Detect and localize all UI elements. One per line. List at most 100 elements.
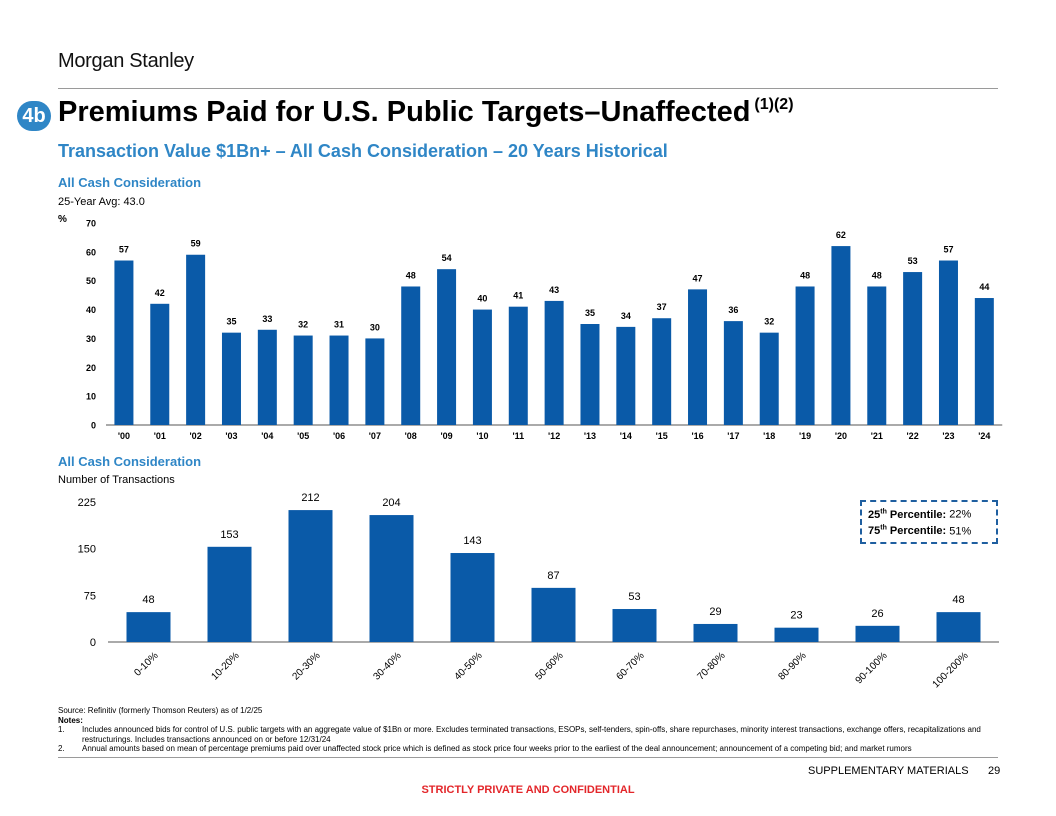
page-title-text: Premiums Paid for U.S. Public Targets–Un…	[58, 96, 751, 128]
footnote-1: 1. Includes announced bids for control of…	[58, 725, 981, 744]
x-tick-label: '05	[297, 431, 309, 441]
x-tick-label: '14	[620, 431, 632, 441]
bar	[257, 329, 277, 425]
y-tick-label: 10	[86, 392, 96, 402]
annual-premium-chart: 0 10 20 30 40 50 60 70 57 '00 42 '01 59 '02 35 '03 33 '04…	[86, 219, 1003, 441]
x-tick-label: 40-50%	[452, 650, 484, 682]
x-tick-label: '10	[476, 431, 488, 441]
data-label: 44	[979, 282, 989, 292]
x-tick-label: 100-200%	[931, 650, 971, 690]
bar	[544, 300, 564, 425]
x-tick-label: '09	[440, 431, 452, 441]
data-label: 36	[728, 305, 738, 315]
bar	[774, 627, 819, 642]
x-tick-label: '21	[871, 431, 883, 441]
data-label: 23	[790, 610, 802, 622]
x-tick-label: 0-10%	[132, 650, 160, 678]
bar	[401, 286, 421, 425]
bar	[855, 625, 900, 642]
bar	[759, 332, 779, 425]
x-tick-label: '17	[727, 431, 739, 441]
y-tick-label: 0	[91, 421, 96, 431]
x-tick-label: 80-90%	[776, 650, 808, 682]
data-label: 42	[155, 288, 165, 298]
x-tick-label: '01	[154, 431, 166, 441]
data-label: 48	[800, 270, 810, 280]
x-tick-label: '20	[835, 431, 847, 441]
data-label: 143	[463, 535, 481, 547]
bar	[186, 254, 206, 425]
y-tick-label: 50	[86, 276, 96, 286]
bar	[938, 260, 958, 425]
x-tick-label: '13	[584, 431, 596, 441]
top-chart-unit: %	[58, 214, 67, 225]
x-tick-label: '16	[691, 431, 703, 441]
brand-logo: Morgan Stanley	[58, 50, 194, 72]
x-tick-label: 90-100%	[854, 650, 890, 686]
y-tick-label: 150	[78, 544, 96, 556]
bar	[150, 303, 170, 425]
data-label: 35	[585, 308, 595, 318]
data-label: 48	[142, 594, 154, 606]
x-tick-label: '15	[656, 431, 668, 441]
bar	[616, 326, 636, 425]
data-label: 35	[226, 317, 236, 327]
bar	[612, 609, 657, 642]
bar	[114, 260, 134, 425]
bar	[693, 623, 738, 642]
bar	[508, 306, 528, 425]
x-tick-label: 20-30%	[290, 650, 322, 682]
data-label: 47	[693, 273, 703, 283]
data-label: 34	[621, 311, 631, 321]
premium-distribution-chart: 0 75 150 225 48 0-10% 153 10-20% 212 20-30% 204 30-…	[78, 492, 999, 690]
x-tick-label: '18	[763, 431, 775, 441]
section-badge: 4b	[17, 101, 51, 131]
x-tick-label: '19	[799, 431, 811, 441]
x-tick-label: '23	[942, 431, 954, 441]
header-divider	[58, 88, 998, 89]
page-number: 29	[988, 765, 1001, 777]
x-tick-label: '24	[978, 431, 990, 441]
bar	[531, 587, 576, 642]
footer-divider	[58, 757, 998, 758]
data-label: 57	[943, 245, 953, 255]
bar	[472, 309, 492, 425]
y-tick-label: 40	[86, 305, 96, 315]
data-label: 31	[334, 320, 344, 330]
x-tick-label: '06	[333, 431, 345, 441]
data-label: 48	[872, 270, 882, 280]
x-tick-label: '11	[512, 431, 524, 441]
bottom-chart-label: All Cash Consideration	[58, 454, 202, 469]
percentile-75: 75th Percentile: 51%	[868, 524, 972, 538]
x-tick-label: '03	[225, 431, 237, 441]
bar	[293, 335, 313, 425]
x-tick-label: '02	[190, 431, 202, 441]
data-label: 53	[908, 256, 918, 266]
percentile-25: 25th Percentile: 22%	[868, 508, 972, 521]
x-tick-label: '07	[369, 431, 381, 441]
bar	[369, 515, 414, 642]
bar	[795, 286, 815, 425]
y-tick-label: 70	[86, 219, 96, 229]
data-label: 59	[191, 239, 201, 249]
bar	[329, 335, 349, 425]
bar	[207, 546, 252, 642]
y-tick-label: 75	[84, 590, 96, 602]
notes-heading: Notes:	[58, 715, 83, 725]
bar	[437, 269, 457, 425]
bar	[365, 338, 385, 425]
bar	[688, 289, 708, 425]
page-title: Premiums Paid for U.S. Public Targets–Un…	[58, 96, 794, 129]
bar	[221, 332, 241, 425]
source-note: Source: Refinitiv (formerly Thomson Reut…	[58, 706, 263, 715]
bar	[126, 612, 171, 642]
bar	[936, 612, 981, 642]
x-tick-label: 70-80%	[695, 650, 727, 682]
data-label: 29	[709, 606, 721, 618]
page-subtitle: Transaction Value $1Bn+ – All Cash Consi…	[58, 141, 668, 161]
y-tick-label: 30	[86, 334, 96, 344]
confidential-notice: STRICTLY PRIVATE AND CONFIDENTIAL	[421, 784, 635, 796]
footnotes: Source: Refinitiv (formerly Thomson Reut…	[58, 706, 998, 754]
x-tick-label: 60-70%	[614, 650, 646, 682]
data-label: 40	[477, 294, 487, 304]
